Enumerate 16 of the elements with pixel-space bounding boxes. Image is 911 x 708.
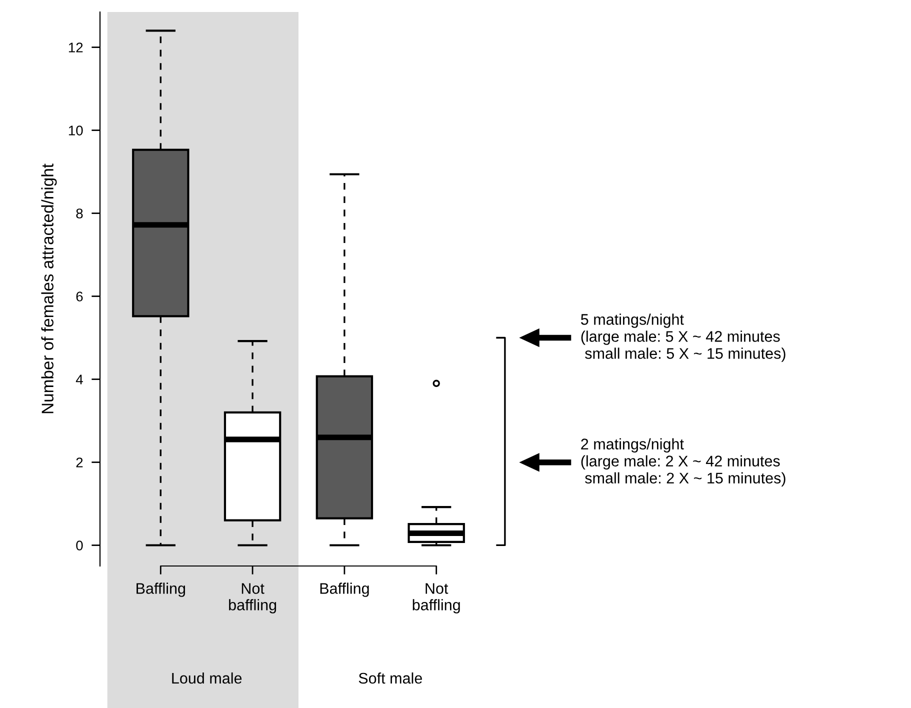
- y-tick-label: 0: [76, 540, 83, 550]
- text: 5 matings/night (large male: 5 X ~ 42 minutes small male: 5 X ~ 15 minutes): [580, 314, 786, 362]
- y-tick-label: 4: [76, 374, 83, 384]
- x-tick-label: Not baffling: [229, 583, 276, 614]
- x-tick-label: Baffling: [320, 582, 369, 597]
- x-tick-label: Baffling: [136, 582, 186, 597]
- y-tick-label: 6: [76, 292, 83, 302]
- text: Soft male: [358, 672, 422, 684]
- y-tick-label: 2: [76, 458, 83, 468]
- band-label: Loud male: [172, 672, 242, 684]
- y-axis-title: Number of females attracted/night: [41, 164, 57, 414]
- y-tick-label: 10: [68, 126, 83, 136]
- y-tick-label: 8: [76, 208, 83, 218]
- y-tick-label: 12: [68, 42, 83, 52]
- x-tick-label: Not baffling: [412, 583, 460, 614]
- text: 2 matings/night (large male: 2 X ~ 42 minutes small male: 2 X ~ 15 minutes): [581, 438, 786, 487]
